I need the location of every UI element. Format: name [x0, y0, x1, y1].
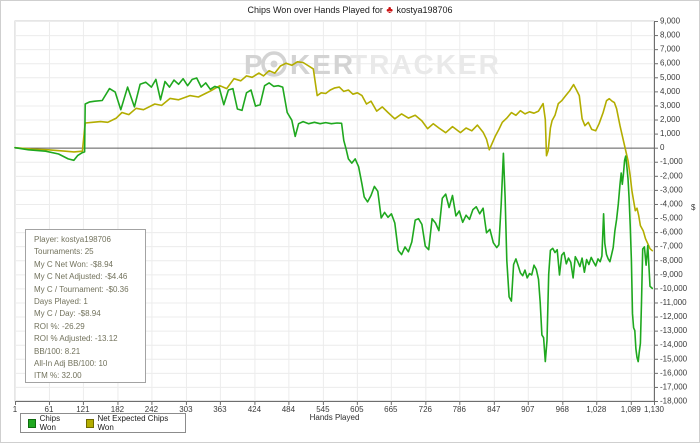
y-tick-label: -1,000 [660, 157, 683, 166]
y-tick-label: 4,000 [660, 87, 681, 96]
chart-title-text: Chips Won over Hands Played for [247, 5, 383, 15]
series-line-chips-won [14, 77, 654, 363]
y-tick-label: -12,000 [660, 312, 688, 321]
y-tick-label: -4,000 [660, 199, 683, 208]
y-tick-label: -13,000 [660, 326, 688, 335]
x-tick-label: 363 [213, 405, 227, 414]
x-tick-label: 303 [179, 405, 193, 414]
y-tick-label: -11,000 [660, 298, 687, 307]
y-tick-label: -3,000 [660, 185, 683, 194]
x-tick-label: 605 [350, 405, 364, 414]
y-tick-label: 2,000 [660, 115, 681, 124]
x-tick-label: 1,028 [586, 405, 607, 414]
stats-line: My C / Day: -$8.94 [34, 309, 101, 319]
stats-line: My C Net Adjusted: -$4.46 [34, 272, 128, 282]
legend-swatch-icon [28, 418, 36, 428]
x-tick-label: 847 [487, 405, 501, 414]
watermark-text-p: P [244, 49, 265, 80]
stats-line: Tournaments: 25 [34, 247, 94, 257]
y-tick-label: -5,000 [660, 214, 683, 223]
y-tick-label: 8,000 [660, 31, 681, 40]
y-tick-label: 6,000 [660, 59, 681, 68]
y-tick-label: 3,000 [660, 101, 681, 110]
y-tick-label: -7,000 [660, 242, 683, 251]
poker-chip-icon [270, 60, 278, 68]
watermark-text-ker: KER [290, 49, 355, 80]
x-tick-label: 1,089 [621, 405, 642, 414]
series-line-net-expected-chips-won [14, 60, 654, 252]
legend-item: Net Expected Chips Won [85, 414, 170, 432]
x-tick-label: 1,130 [644, 405, 665, 414]
y-tick-label: 9,000 [660, 17, 681, 26]
stats-line: My C Net Won: -$8.94 [34, 259, 113, 269]
legend-label: Net Expected Chips Won [97, 414, 169, 432]
legend-label: Chips Won [39, 414, 61, 432]
stats-line: ITM %: 32.00 [34, 371, 82, 381]
stats-line: ROI % Adjusted: -13.12 [34, 334, 118, 344]
stats-line: My C / Tournament: -$0.36 [34, 284, 129, 294]
x-tick-label: 1 [13, 405, 18, 414]
stats-line: BB/100: 8.21 [34, 346, 81, 356]
x-tick-label: 907 [521, 405, 535, 414]
stats-box: Player: kostya198706 Tournaments: 25 My C … [25, 229, 146, 383]
x-axis-title: Hands Played [309, 413, 360, 422]
y-tick-label: -10,000 [660, 284, 688, 293]
legend: Chips Won Net Expected Chips Won [20, 413, 186, 433]
y-tick-label: -16,000 [660, 368, 688, 377]
y-tick-label: -9,000 [660, 270, 683, 279]
club-icon: ♣ [386, 5, 393, 16]
y-tick-label: -6,000 [660, 228, 683, 237]
x-tick-label: 484 [282, 405, 296, 414]
y-tick-label: -17,000 [660, 382, 688, 391]
x-tick-label: 726 [419, 405, 433, 414]
player-name: kostya198706 [396, 5, 453, 15]
stats-line: All-In Adj BB/100: 10 [34, 359, 108, 369]
y-axis-unit-label: $ [691, 203, 696, 212]
x-tick-label: 424 [248, 405, 262, 414]
watermark-text-tracker: TRACKER [350, 49, 501, 80]
y-tick-label: 0 [660, 143, 665, 152]
x-tick-label: 182 [111, 405, 125, 414]
stats-line: Player: kostya198706 [34, 235, 111, 244]
y-tick-label: 7,000 [660, 45, 681, 54]
x-tick-label: 968 [556, 405, 570, 414]
y-tick-label: -15,000 [660, 354, 688, 363]
x-tick-label: 665 [384, 405, 398, 414]
legend-item: Chips Won [28, 414, 71, 432]
stats-line: Days Played: 1 [34, 297, 88, 307]
y-tick-label: -2,000 [660, 171, 683, 180]
x-tick-label: 786 [453, 405, 467, 414]
chart-title: Chips Won over Hands Played for ♣ kostya… [1, 5, 699, 16]
y-tick-label: 1,000 [660, 129, 681, 138]
x-tick-label: 242 [145, 405, 159, 414]
y-tick-label: -8,000 [660, 256, 683, 265]
x-tick-label: 61 [45, 405, 54, 414]
y-tick-label: 5,000 [660, 73, 681, 82]
stats-line: ROI %: -26.29 [34, 321, 85, 331]
y-tick-label: -18,000 [660, 397, 688, 406]
legend-swatch-icon [85, 418, 94, 428]
y-tick-label: -14,000 [660, 340, 688, 349]
x-tick-label: 121 [76, 405, 90, 414]
x-tick-label: 545 [316, 405, 330, 414]
